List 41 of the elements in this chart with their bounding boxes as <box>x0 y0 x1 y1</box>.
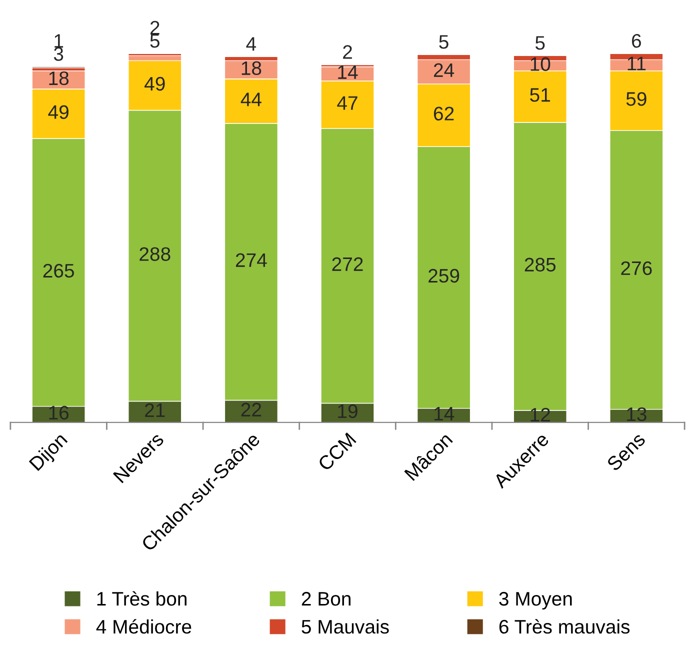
data-label: 62 <box>434 106 454 120</box>
data-label: 2 <box>343 45 352 59</box>
data-label: 276 <box>621 261 652 276</box>
legend-label: 2 Bon <box>302 592 350 606</box>
data-label: 44 <box>240 92 262 106</box>
legend-label: 6 Très mauvais <box>499 619 630 634</box>
legend-label: 4 Médiocre <box>96 619 192 634</box>
data-label: 5 <box>439 35 448 49</box>
data-label: 14 <box>338 66 358 79</box>
legend-label: 3 Moyen <box>499 592 572 610</box>
data-label: 272 <box>332 257 363 271</box>
data-label: 1 <box>54 34 64 48</box>
data-label: 19 <box>338 404 358 418</box>
data-label: 3 <box>54 47 64 61</box>
data-label: 288 <box>140 247 170 261</box>
data-label: 47 <box>337 96 358 110</box>
data-label: 24 <box>434 63 454 77</box>
data-label: 22 <box>241 402 262 416</box>
data-label: 13 <box>627 407 646 422</box>
data-label: 59 <box>626 92 646 106</box>
data-label: 6 <box>632 34 641 48</box>
data-label: 265 <box>43 264 74 278</box>
data-label: 21 <box>145 403 165 417</box>
data-label: 259 <box>428 268 460 283</box>
data-label: 4 <box>246 37 256 51</box>
data-label: 18 <box>242 61 262 76</box>
data-label: 5 <box>535 36 545 50</box>
data-label: 12 <box>530 408 550 422</box>
data-label: 49 <box>144 76 165 91</box>
data-label: 11 <box>628 56 646 70</box>
data-label: 16 <box>49 406 69 420</box>
data-label: 49 <box>48 105 68 119</box>
data-label: 18 <box>49 71 69 86</box>
legend-label: 1 Très bon <box>97 591 186 606</box>
legend-label: 5 Mauvais <box>302 619 389 634</box>
data-label: 285 <box>524 258 556 272</box>
data-label: 14 <box>434 407 454 420</box>
data-label: 51 <box>530 88 550 102</box>
data-label: 2 <box>150 20 160 34</box>
data-label: 10 <box>530 57 550 71</box>
data-label: 274 <box>236 253 267 267</box>
